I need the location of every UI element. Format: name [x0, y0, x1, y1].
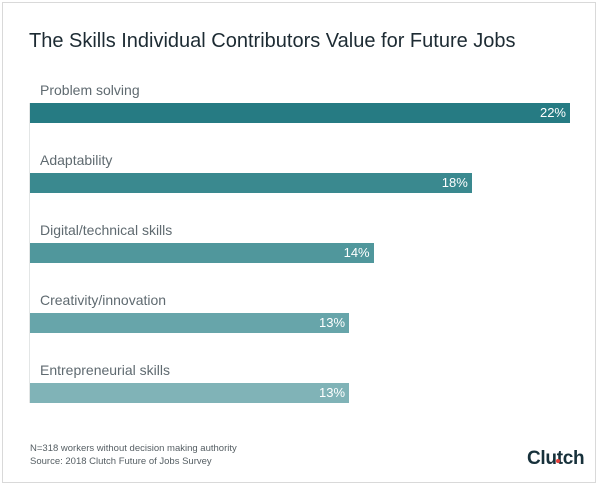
bar: 13%	[30, 383, 350, 403]
bar: 14%	[30, 243, 374, 263]
category-label: Problem solving	[40, 82, 140, 98]
bar: 18%	[30, 173, 472, 193]
y-axis-line	[29, 103, 30, 403]
category-label: Adaptability	[40, 152, 113, 168]
sample-note: N=318 workers without decision making au…	[30, 443, 237, 454]
value-label: 13%	[319, 385, 346, 400]
category-label: Entrepreneurial skills	[40, 362, 170, 378]
chart-frame	[2, 2, 596, 483]
bar: 22%	[30, 103, 570, 123]
value-label: 13%	[319, 315, 346, 330]
logo-dot	[556, 459, 560, 463]
category-label: Creativity/innovation	[40, 292, 167, 308]
source-note: Source: 2018 Clutch Future of Jobs Surve…	[30, 456, 212, 467]
value-label: 18%	[441, 175, 468, 190]
value-label: 14%	[343, 245, 370, 260]
chart-title: The Skills Individual Contributors Value…	[29, 30, 516, 52]
bar: 13%	[30, 313, 350, 333]
category-label: Digital/technical skills	[40, 222, 173, 238]
clutch-logo: Clutch	[527, 448, 585, 469]
value-label: 22%	[539, 105, 566, 120]
